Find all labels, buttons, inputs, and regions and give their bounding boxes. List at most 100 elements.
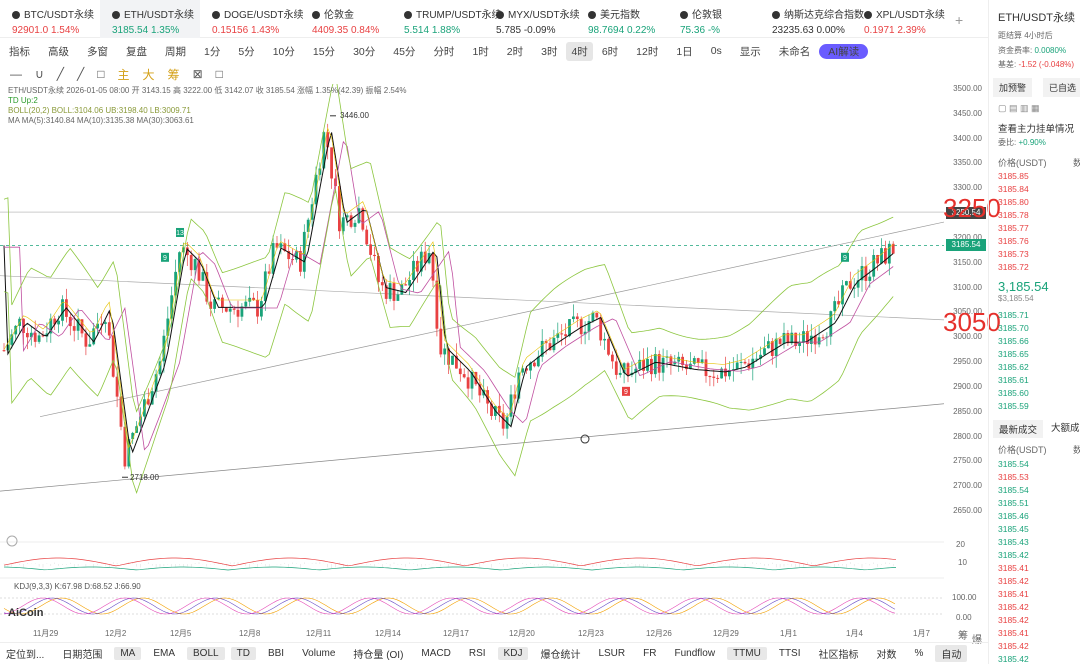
price-level[interactable]: 3185.46 bbox=[998, 511, 1029, 521]
indicator-toggle[interactable]: 对数 bbox=[876, 650, 897, 661]
ticker-tab[interactable]: TRUMP/USDT永续 5.514 1.88% bbox=[392, 0, 502, 38]
indicator-toggle[interactable]: 日期范围 bbox=[62, 650, 103, 661]
draw-tool[interactable]: 筹 bbox=[167, 67, 180, 82]
indicator-toggle[interactable]: BOLL bbox=[187, 647, 225, 660]
price-level[interactable]: 3185.41 bbox=[998, 628, 1029, 638]
price-level[interactable]: 3185.42 bbox=[998, 576, 1029, 586]
toolbar-item[interactable]: 15分 bbox=[312, 45, 336, 58]
toolbar-item[interactable]: 2时 bbox=[506, 45, 524, 58]
add-ticker-icon[interactable]: + bbox=[955, 12, 964, 28]
toolbar-item[interactable]: 6时 bbox=[601, 45, 619, 58]
trendline-mid[interactable] bbox=[0, 275, 944, 321]
indicator-toggle[interactable]: 自动 bbox=[935, 645, 968, 662]
toolbar-item[interactable]: 分时 bbox=[433, 45, 455, 58]
toolbar-item[interactable]: 周期 bbox=[165, 45, 186, 58]
ticker-tab[interactable]: 伦敦金 4409.35 0.84% bbox=[300, 0, 392, 38]
price-level[interactable]: 3185.54 bbox=[998, 485, 1029, 495]
draw-tool[interactable]: ∪ bbox=[35, 67, 44, 81]
toolbar-item[interactable]: 复盘 bbox=[126, 45, 147, 58]
indicator-toggle[interactable]: 持仓量 (OI) bbox=[353, 650, 404, 661]
indicator-toggle[interactable]: FR bbox=[643, 648, 657, 659]
price-level[interactable]: 3185.42 bbox=[998, 641, 1029, 651]
ticker-tab[interactable]: XPL/USDT永续 0.1971 2.39% bbox=[852, 0, 980, 38]
price-level[interactable]: 3185.42 bbox=[998, 654, 1029, 664]
price-level[interactable]: 3185.42 bbox=[998, 602, 1029, 612]
tab-large-trades[interactable]: 大额成 bbox=[1051, 423, 1080, 434]
indicator-toggle[interactable]: 社区指标 bbox=[818, 650, 859, 661]
draw-tool[interactable]: 主 bbox=[117, 67, 130, 82]
trendline-handle[interactable] bbox=[580, 434, 590, 444]
toolbar-item[interactable]: 0s bbox=[710, 45, 722, 57]
draw-tool[interactable]: ⊠ bbox=[192, 67, 203, 81]
toolbar-item[interactable]: 多窗 bbox=[87, 45, 108, 58]
price-level[interactable]: 3185.51 bbox=[998, 498, 1029, 508]
price-level[interactable]: 3185.77 bbox=[998, 223, 1029, 233]
price-level[interactable]: 3185.43 bbox=[998, 537, 1029, 547]
indicator-toggle[interactable]: Fundflow bbox=[674, 648, 716, 659]
toolbar-item[interactable]: 45分 bbox=[393, 45, 416, 58]
price-level[interactable]: 3185.80 bbox=[998, 197, 1029, 207]
toolbar-item[interactable]: AI解读 bbox=[819, 43, 869, 59]
toolbar-item[interactable]: 3时 bbox=[541, 45, 558, 58]
price-level[interactable]: 3185.84 bbox=[998, 184, 1029, 194]
price-level[interactable]: 3185.59 bbox=[998, 401, 1029, 411]
draw-tool[interactable]: ╱ bbox=[77, 67, 85, 81]
toolbar-item[interactable]: 4时 bbox=[566, 41, 593, 61]
indicator-toggle[interactable]: MA bbox=[114, 647, 142, 660]
ticker-tab[interactable]: 纳斯达克综合指数 23235.63 0.00% bbox=[760, 0, 864, 38]
draw-tool[interactable]: □ bbox=[97, 67, 105, 81]
indicator-toggle[interactable]: BBI bbox=[267, 648, 285, 659]
toolbar-item[interactable]: 10分 bbox=[272, 45, 295, 58]
draw-tool[interactable]: ╱ bbox=[56, 67, 65, 81]
price-level[interactable]: 3185.76 bbox=[998, 236, 1029, 246]
ticker-tab[interactable]: DOGE/USDT永续 0.15156 1.43% bbox=[200, 0, 303, 38]
indicator-toggle[interactable]: EMA bbox=[153, 648, 176, 659]
indicator-toggle[interactable]: TTMU bbox=[727, 647, 767, 660]
panel-icons[interactable]: ▢ ▤ ▥ ▦ bbox=[998, 103, 1040, 113]
price-level[interactable]: 3185.60 bbox=[998, 388, 1029, 398]
price-level[interactable]: 3185.72 bbox=[998, 262, 1029, 272]
toolbar-item[interactable]: 5分 bbox=[238, 45, 255, 58]
toolbar-item[interactable]: 未命名 bbox=[778, 45, 811, 58]
indicator-toggle[interactable]: 定位到... bbox=[6, 650, 45, 661]
toolbar-item[interactable]: 1时 bbox=[472, 45, 489, 58]
indicator-toggle[interactable]: % bbox=[914, 648, 924, 659]
price-level[interactable]: 3185.61 bbox=[998, 375, 1029, 385]
price-level[interactable]: 3185.41 bbox=[998, 589, 1029, 599]
toolbar-item[interactable]: 1分 bbox=[204, 45, 221, 58]
price-level[interactable]: 3185.70 bbox=[998, 323, 1029, 333]
ticker-tab[interactable]: 伦敦银 75.36 -% bbox=[668, 0, 760, 38]
indicator-toggle[interactable]: Volume bbox=[302, 648, 336, 659]
price-level[interactable]: 3185.78 bbox=[998, 210, 1029, 220]
price-level[interactable]: 3185.66 bbox=[998, 336, 1029, 346]
watchlist-button[interactable]: 已自选 bbox=[1043, 78, 1080, 97]
price-level[interactable]: 3185.45 bbox=[998, 524, 1029, 534]
price-level[interactable]: 3185.62 bbox=[998, 362, 1029, 372]
ticker-tab[interactable]: MYX/USDT永续 5.785 -0.09% bbox=[484, 0, 580, 38]
indicator-toggle[interactable]: KDJ bbox=[497, 647, 529, 660]
tab-latest-trades[interactable]: 最新成交 bbox=[993, 420, 1044, 438]
price-level[interactable]: 3185.42 bbox=[998, 550, 1029, 560]
trendline-lower[interactable] bbox=[0, 403, 944, 492]
price-level[interactable]: 3185.53 bbox=[998, 472, 1029, 482]
price-level[interactable]: 3185.42 bbox=[998, 615, 1029, 625]
ticker-tab[interactable]: ETH/USDT永续 3185.54 1.35% bbox=[100, 0, 200, 38]
indicator-toggle[interactable]: RSI bbox=[468, 648, 486, 659]
ticker-tab[interactable]: BTC/USDT永续 92901.0 1.54% bbox=[0, 0, 100, 38]
indicator-toggle[interactable]: MACD bbox=[421, 648, 451, 659]
toolbar-item[interactable]: 30分 bbox=[353, 45, 376, 58]
price-level[interactable]: 3185.54 bbox=[998, 459, 1029, 469]
price-level[interactable]: 3185.65 bbox=[998, 349, 1029, 359]
draw-tool[interactable]: □ bbox=[215, 67, 223, 81]
indicator-toggle[interactable]: 爆仓统计 bbox=[540, 650, 581, 661]
ticker-tab[interactable]: 美元指数 98.7694 0.22% bbox=[576, 0, 668, 38]
draw-tool[interactable]: — bbox=[10, 67, 22, 81]
price-chart[interactable]: 9 13 9 9 bbox=[0, 84, 944, 624]
toolbar-item[interactable]: 12时 bbox=[636, 45, 659, 58]
indicator-toggle[interactable]: TD bbox=[230, 647, 256, 660]
price-level[interactable]: 3185.41 bbox=[998, 563, 1029, 573]
add-alert-button[interactable]: 加预警 bbox=[993, 78, 1033, 97]
trendline-upper[interactable] bbox=[39, 221, 944, 418]
price-level[interactable]: 3185.85 bbox=[998, 171, 1029, 181]
toolbar-item[interactable]: 高级 bbox=[48, 45, 69, 58]
